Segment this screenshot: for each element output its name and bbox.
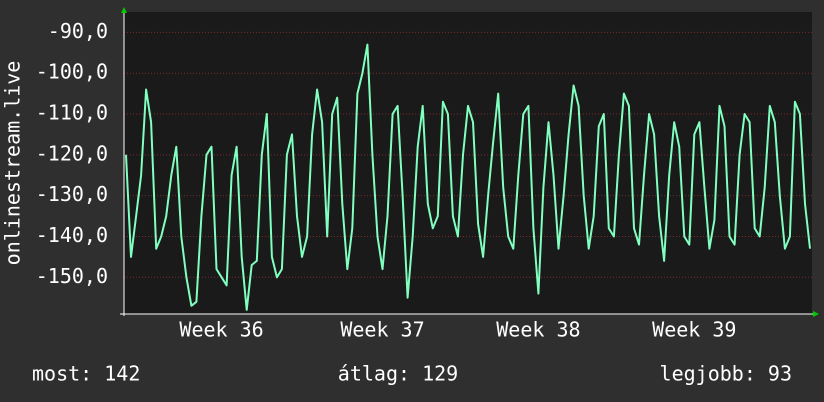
- y-tick-label: -150,0: [36, 264, 108, 288]
- y-tick-label: -130,0: [36, 182, 108, 206]
- y-tick-label: -110,0: [36, 101, 108, 125]
- y-tick-label: -120,0: [36, 141, 108, 165]
- x-arrow: [813, 311, 819, 317]
- y-tick-label: -90,0: [48, 19, 108, 43]
- x-tick-label: Week 39: [652, 318, 736, 342]
- y-arrow: [121, 7, 127, 13]
- y-tick-label: -140,0: [36, 223, 108, 247]
- footer-average: átlag: 129: [338, 362, 458, 386]
- y-axis-label: onlinestream.live: [1, 61, 25, 266]
- x-tick-label: Week 36: [179, 318, 263, 342]
- y-tick-label: -100,0: [36, 60, 108, 84]
- x-tick-label: Week 38: [496, 318, 580, 342]
- footer-current: most: 142: [32, 362, 140, 386]
- plot-area: [124, 12, 812, 314]
- footer-best: legjobb: 93: [660, 362, 792, 386]
- grid: [124, 31, 812, 278]
- data-line: [125, 43, 811, 311]
- x-tick-label: Week 37: [340, 318, 424, 342]
